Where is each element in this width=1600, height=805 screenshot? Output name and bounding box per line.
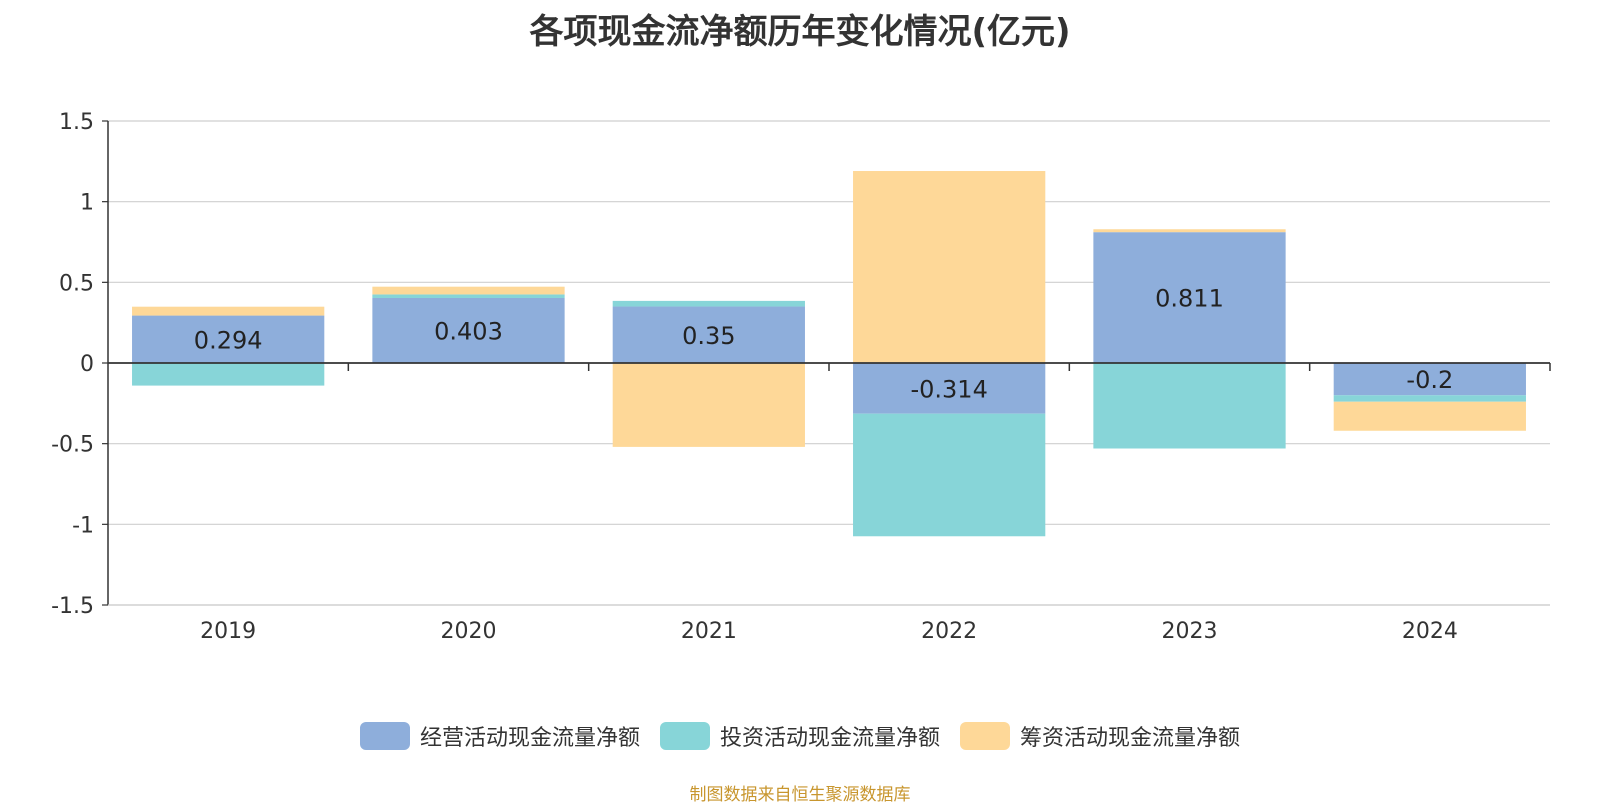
- y-tick-label: -1.5: [51, 594, 94, 619]
- bar-financing-2019: [132, 306, 325, 316]
- x-tick-label: 2022: [921, 619, 977, 644]
- bar-operating-2020: [372, 297, 565, 363]
- bar-investing-2021: [612, 300, 805, 307]
- bar-operating-2022: [853, 363, 1046, 414]
- data-label: 0.35: [682, 322, 735, 350]
- stacked-bar-chart: 1.5 1 0.5 0 -0.5 -1 -1.5 0.294 2019 0.403 2020 0.35…: [51, 110, 1551, 644]
- y-tick-label: -1: [72, 513, 94, 538]
- bar-operating-2023: [1093, 232, 1286, 363]
- bar-operating-2021: [612, 306, 805, 363]
- source-note: 制图数据来自恒生聚源数据库: [689, 785, 911, 805]
- y-tick-label: 0.5: [59, 271, 94, 296]
- data-label: 0.811: [1155, 285, 1224, 313]
- data-label: -0.2: [1406, 366, 1453, 394]
- data-label: -0.314: [910, 375, 987, 403]
- bar-financing-2022: [853, 171, 1046, 363]
- x-tick-label: 2019: [200, 619, 256, 644]
- legend-item-financing[interactable]: 筹资活动现金流量净额: [960, 720, 1240, 752]
- legend-item-investing[interactable]: 投资活动现金流量净额: [659, 720, 940, 752]
- chart-title: 各项现金流净额历年变化情况(亿元): [529, 12, 1071, 52]
- bar-operating-2024: [1333, 363, 1526, 396]
- x-tick-label: 2023: [1162, 619, 1218, 644]
- bar-financing-2021: [612, 363, 805, 447]
- y-tick-label: 0: [80, 352, 94, 377]
- legend-swatch-operating: [359, 722, 410, 750]
- legend-swatch-investing: [659, 722, 710, 750]
- bar-investing-2020: [372, 294, 565, 298]
- data-label: 0.403: [434, 317, 503, 345]
- chart-legend: 经营活动现金流量净额 投资活动现金流量净额 筹资活动现金流量净额: [0, 720, 1600, 752]
- y-tick-label: 1.5: [59, 110, 94, 135]
- x-tick-label: 2021: [681, 619, 737, 644]
- bar-financing-2024: [1333, 401, 1526, 431]
- x-tick-label: 2020: [441, 619, 497, 644]
- bar-investing-2019: [132, 363, 325, 386]
- legend-swatch-financing: [960, 722, 1010, 750]
- bar-operating-2019: [132, 315, 325, 363]
- bar-financing-2020: [372, 286, 565, 295]
- bar-investing-2023: [1093, 363, 1286, 449]
- x-tick-label: 2024: [1402, 619, 1458, 644]
- legend-label-operating: 经营活动现金流量净额: [419, 726, 640, 751]
- legend-item-operating[interactable]: 经营活动现金流量净额: [359, 720, 640, 752]
- bar-financing-2023: [1093, 229, 1286, 233]
- y-tick-label: -0.5: [51, 433, 94, 458]
- bar-investing-2024: [1333, 395, 1526, 402]
- bar-investing-2022: [853, 413, 1046, 537]
- legend-label-financing: 筹资活动现金流量净额: [1020, 726, 1241, 751]
- data-label: 0.294: [194, 326, 263, 354]
- y-tick-label: 1: [80, 191, 94, 216]
- legend-label-investing: 投资活动现金流量净额: [719, 726, 940, 751]
